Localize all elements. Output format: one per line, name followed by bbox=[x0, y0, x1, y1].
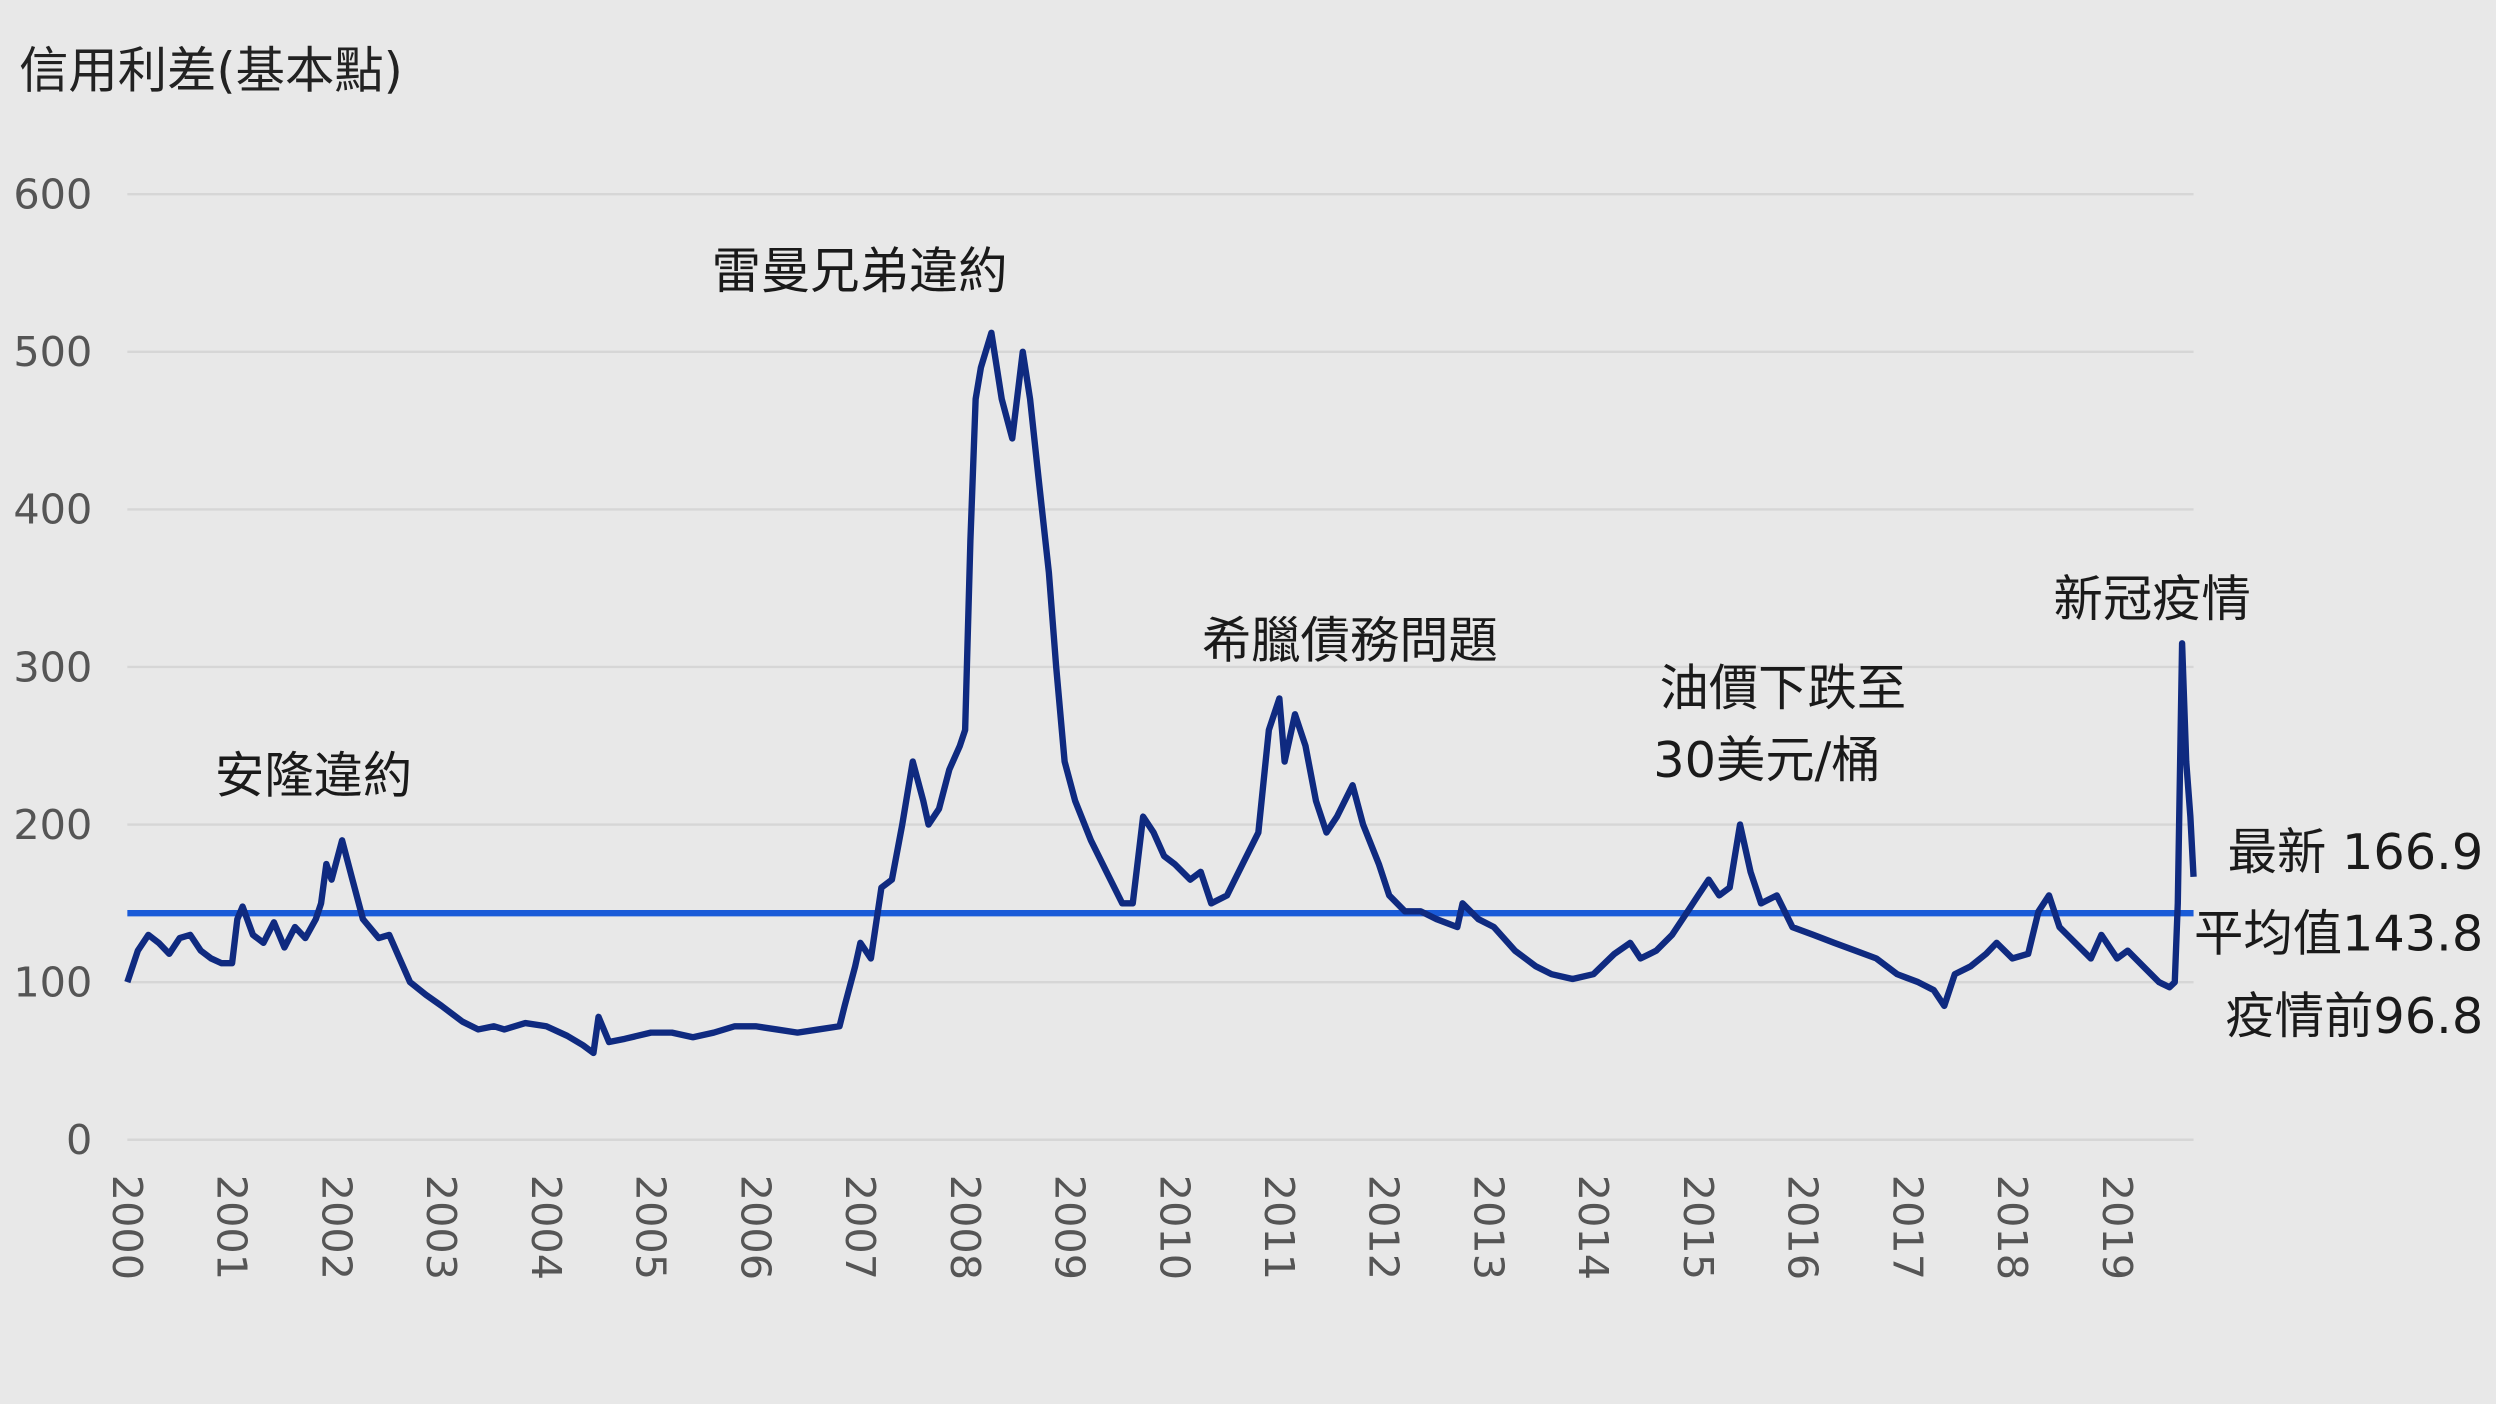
x-tick-label: 2019 bbox=[2093, 1175, 2141, 1280]
line-series bbox=[124, 329, 2197, 1057]
side-label: 最新 166.9 bbox=[2228, 823, 2484, 881]
x-tick-label: 2002 bbox=[312, 1175, 360, 1280]
y-tick-label: 200 bbox=[13, 801, 92, 849]
x-tick-label: 2016 bbox=[1779, 1175, 1827, 1280]
y-axis-label: 信用利差(基本點) bbox=[19, 42, 403, 100]
x-tick-label: 2003 bbox=[417, 1175, 465, 1280]
x-tick-label: 2001 bbox=[208, 1175, 256, 1280]
x-tick-label: 2005 bbox=[627, 1175, 675, 1280]
y-tick-label: 0 bbox=[66, 1116, 92, 1164]
x-tick-label: 2017 bbox=[1883, 1175, 1931, 1280]
x-tick-label: 2007 bbox=[836, 1175, 884, 1280]
x-tick-label: 2004 bbox=[522, 1175, 570, 1280]
x-tick-label: 2006 bbox=[731, 1175, 779, 1280]
y-tick-label: 300 bbox=[13, 643, 92, 691]
x-tick-label: 2011 bbox=[1255, 1175, 1303, 1280]
side-label: 平均值143.8 bbox=[2194, 904, 2483, 962]
annotation: 希臘債務問題 bbox=[1202, 611, 1498, 669]
annotation: 雷曼兄弟違約 bbox=[712, 242, 1008, 300]
x-tick-label: 2014 bbox=[1569, 1175, 1617, 1280]
y-tick-label: 500 bbox=[13, 328, 92, 376]
x-tick-label: 2010 bbox=[1150, 1175, 1198, 1280]
y-tick-label: 400 bbox=[13, 486, 92, 534]
y-tick-label: 100 bbox=[13, 958, 92, 1006]
annotation: 安隆違約 bbox=[215, 747, 412, 805]
annotation: 油價下跌至 bbox=[1660, 659, 1907, 717]
x-tick-label: 2008 bbox=[941, 1175, 989, 1280]
x-tick-label: 2012 bbox=[1360, 1175, 1408, 1280]
x-tick-label: 2013 bbox=[1464, 1175, 1512, 1280]
x-tick-label: 2018 bbox=[1988, 1175, 2036, 1280]
x-tick-label: 2009 bbox=[1046, 1175, 1094, 1280]
x-tick-label: 2015 bbox=[1674, 1175, 1722, 1280]
annotation: 30美元/桶 bbox=[1653, 731, 1880, 789]
y-tick-label: 600 bbox=[13, 171, 92, 219]
annotation: 新冠疫情 bbox=[2054, 570, 2251, 628]
side-label: 疫情前96.8 bbox=[2225, 987, 2483, 1045]
x-tick-label: 2000 bbox=[103, 1175, 151, 1280]
